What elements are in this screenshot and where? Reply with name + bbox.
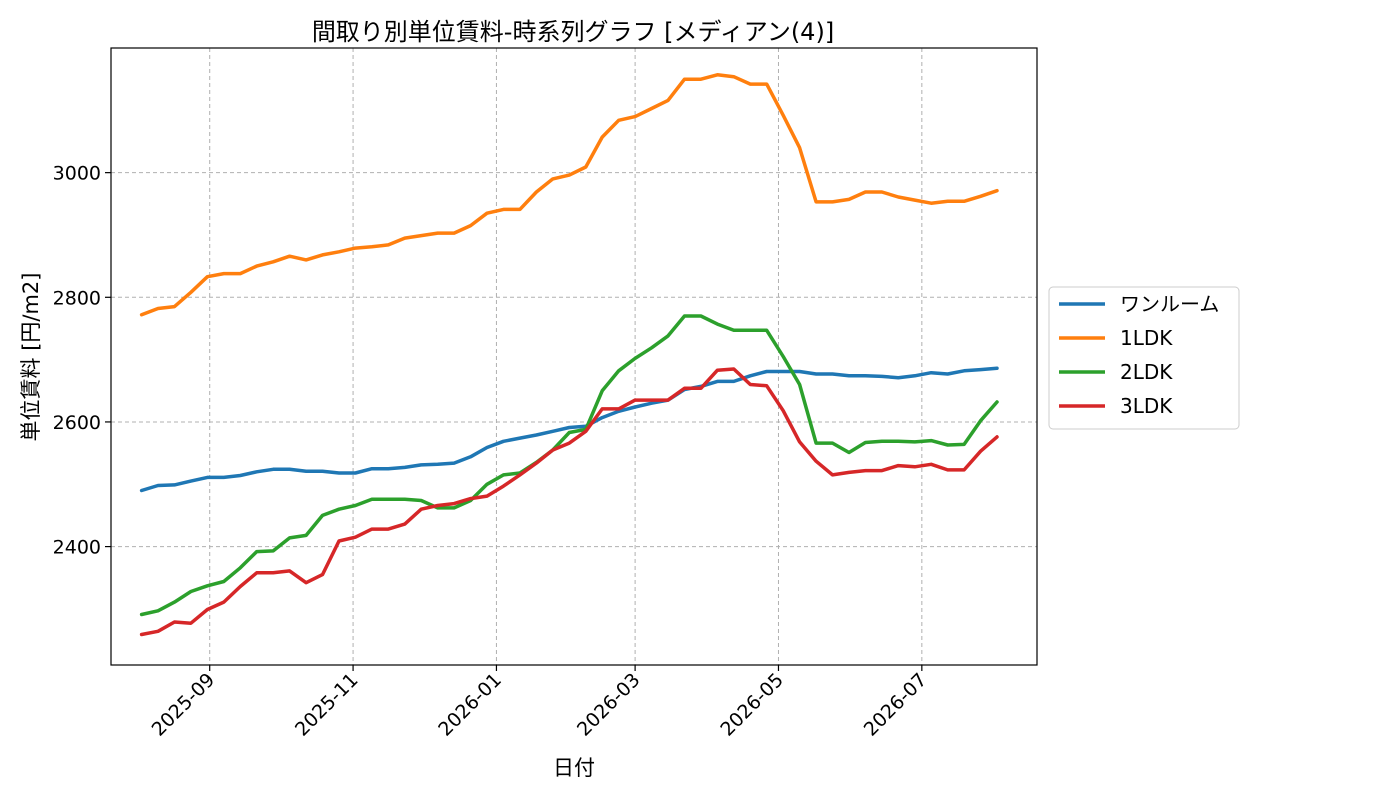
y-axis-label: 単位賃料 [円/m2] [19, 273, 43, 442]
x-tick-label: 2026-03 [573, 669, 645, 741]
legend-label-1: ワンルーム [1120, 292, 1219, 316]
grid-lines [111, 48, 1037, 665]
y-tick-label: 3000 [53, 163, 101, 185]
series-line-3 [139, 314, 999, 617]
y-tick-label: 2600 [53, 412, 101, 434]
y-tick-label: 2400 [53, 537, 101, 559]
series-lines [139, 73, 999, 637]
x-tick-label: 2026-07 [860, 669, 932, 741]
y-tick-label: 2800 [53, 287, 101, 309]
x-tick-label: 2026-05 [716, 669, 788, 741]
series-line-4 [139, 367, 999, 637]
chart-title: 間取り別単位賃料-時系列グラフ [メディアン(4)] [312, 18, 834, 46]
legend-label-3: 2LDK [1120, 360, 1173, 384]
x-tick-label: 2025-11 [291, 669, 363, 741]
x-tick-label: 2025-09 [148, 669, 220, 741]
series-line-1 [139, 366, 999, 493]
y-axis-ticks: 2400 2600 2800 3000 [53, 163, 111, 559]
x-axis-ticks: 2025-09 2025-11 2026-01 2026-03 2026-05 2026-… [148, 665, 932, 741]
legend-label-2: 1LDK [1120, 326, 1173, 350]
plot-frame [110, 47, 1038, 666]
series-line-2 [139, 73, 999, 317]
legend: ワンルーム 1LDK 2LDK 3LDK [1048, 286, 1240, 430]
legend-frame [1048, 286, 1240, 430]
x-axis-label: 日付 [553, 756, 595, 780]
legend-label-4: 3LDK [1120, 394, 1173, 418]
x-tick-label: 2026-01 [434, 669, 506, 741]
